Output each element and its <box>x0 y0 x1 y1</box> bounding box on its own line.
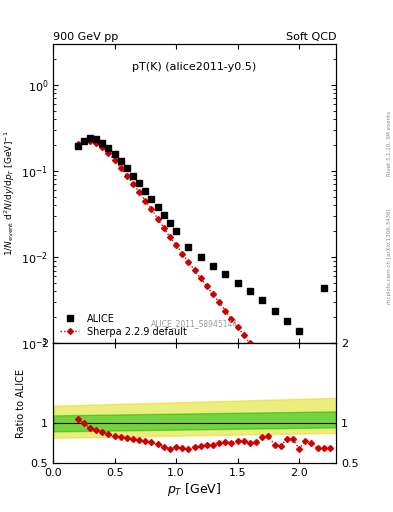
X-axis label: $p_T$ [GeV]: $p_T$ [GeV] <box>167 481 222 498</box>
Text: Rivet 3.1.10, 3M events: Rivet 3.1.10, 3M events <box>387 111 392 176</box>
Text: mcplots.cern.ch [arXiv:1306.3436]: mcplots.cern.ch [arXiv:1306.3436] <box>387 208 392 304</box>
Legend: ALICE, Sherpa 2.2.9 default: ALICE, Sherpa 2.2.9 default <box>58 312 189 338</box>
Y-axis label: $1/N_\mathregular{event}\ \mathregular{d}^2N/\mathregular{d}y/\mathregular{d}p_T: $1/N_\mathregular{event}\ \mathregular{d… <box>3 131 17 256</box>
Text: ALICE_2011_S8945144: ALICE_2011_S8945144 <box>151 319 238 328</box>
Text: Soft QCD: Soft QCD <box>286 32 336 42</box>
Text: pT(K) (alice2011-y0.5): pT(K) (alice2011-y0.5) <box>132 61 257 72</box>
Y-axis label: Ratio to ALICE: Ratio to ALICE <box>17 369 26 438</box>
Text: 900 GeV pp: 900 GeV pp <box>53 32 118 42</box>
